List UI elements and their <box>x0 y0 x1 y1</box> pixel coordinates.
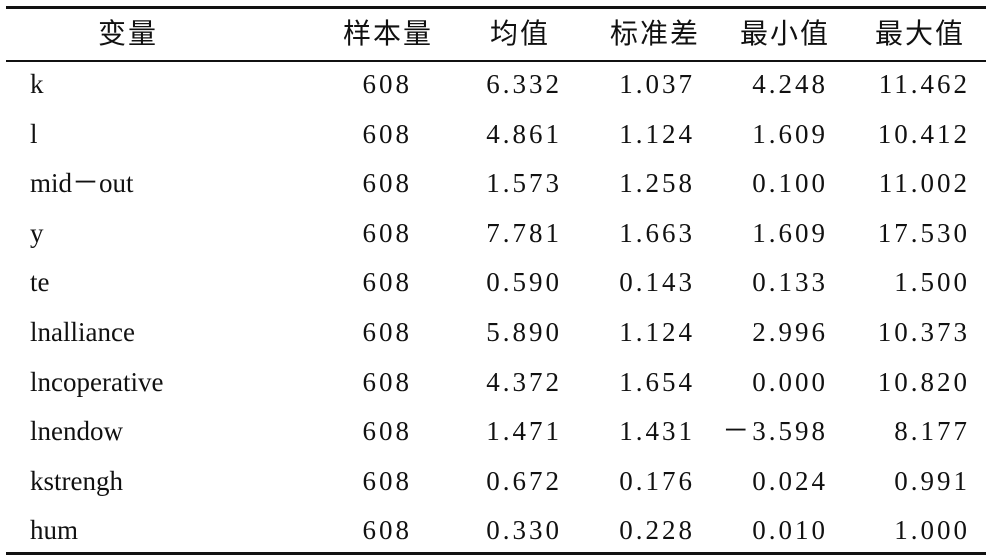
value-cell: 0.672 <box>486 465 562 496</box>
header-cell: 最大值 <box>874 17 965 50</box>
value-cell: 608 <box>362 267 412 298</box>
value-cell: 0.024 <box>752 465 828 496</box>
variable-name: k <box>30 69 44 99</box>
value-cell: 8.177 <box>894 416 970 447</box>
variable-name: hum <box>30 515 79 546</box>
bottom-rule <box>6 552 986 555</box>
value-cell: 1.500 <box>894 267 970 298</box>
value-cell: 2.996 <box>752 317 828 347</box>
value-cell: 0.100 <box>752 168 828 199</box>
value-cell: 1.663 <box>619 217 695 248</box>
variable-name: y <box>30 217 44 248</box>
value-cell: 1.037 <box>619 69 695 99</box>
value-cell: 608 <box>362 118 412 149</box>
value-cell: 1.573 <box>486 168 562 199</box>
variable-name: lnalliance <box>30 317 135 347</box>
header-cell: 最小值 <box>739 17 830 50</box>
value-cell: 7.781 <box>486 217 562 248</box>
value-cell: 1.609 <box>752 217 828 248</box>
value-cell: 1.000 <box>894 515 970 546</box>
value-cell: 0.010 <box>752 515 828 546</box>
variable-name: l <box>30 118 38 149</box>
value-cell: 0.000 <box>752 366 828 397</box>
value-cell: 608 <box>362 366 412 397</box>
value-cell: 608 <box>362 465 412 496</box>
value-cell: 11.462 <box>878 69 970 99</box>
value-cell: 1.431 <box>619 416 695 447</box>
value-cell: －3.598 <box>722 416 828 447</box>
variable-name: kstrengh <box>30 465 123 496</box>
value-cell: 10.373 <box>877 317 970 347</box>
value-cell: 0.133 <box>752 267 828 298</box>
value-cell: 4.372 <box>486 366 562 397</box>
value-cell: 1.124 <box>619 317 695 347</box>
header-cell: 变量 <box>97 17 158 50</box>
value-cell: 0.143 <box>619 267 695 298</box>
header-cell: 均值 <box>489 17 550 50</box>
value-cell: 11.002 <box>878 168 970 199</box>
value-cell: 6.332 <box>486 69 562 99</box>
value-cell: 0.590 <box>486 267 562 298</box>
variable-name: lnendow <box>30 416 123 447</box>
value-cell: 10.820 <box>877 366 970 397</box>
top-rule <box>6 6 986 9</box>
value-cell: 5.890 <box>486 317 562 347</box>
variable-name: mid－out <box>30 168 134 199</box>
value-cell: 1.609 <box>752 118 828 149</box>
header-cell: 样本量 <box>342 17 433 50</box>
value-cell: 4.861 <box>486 118 562 149</box>
value-cell: 608 <box>362 317 412 347</box>
value-cell: 4.248 <box>752 69 828 99</box>
value-cell: 17.530 <box>877 217 970 248</box>
value-cell: 608 <box>362 168 412 199</box>
value-cell: 608 <box>362 217 412 248</box>
value-cell: 10.412 <box>877 118 970 149</box>
value-cell: 1.124 <box>619 118 695 149</box>
value-cell: 0.991 <box>894 465 970 496</box>
value-cell: 1.471 <box>486 416 562 447</box>
variable-name: lncoperative <box>30 366 164 397</box>
header-rule <box>6 60 986 62</box>
value-cell: 1.258 <box>619 168 695 199</box>
value-cell: 1.654 <box>619 366 695 397</box>
value-cell: 0.228 <box>619 515 695 546</box>
value-cell: 0.330 <box>486 515 562 546</box>
value-cell: 608 <box>362 515 412 546</box>
value-cell: 608 <box>362 69 412 99</box>
header-cell: 标准差 <box>609 17 700 50</box>
variable-name: te <box>30 267 50 298</box>
value-cell: 0.176 <box>619 465 695 496</box>
value-cell: 608 <box>362 416 412 447</box>
